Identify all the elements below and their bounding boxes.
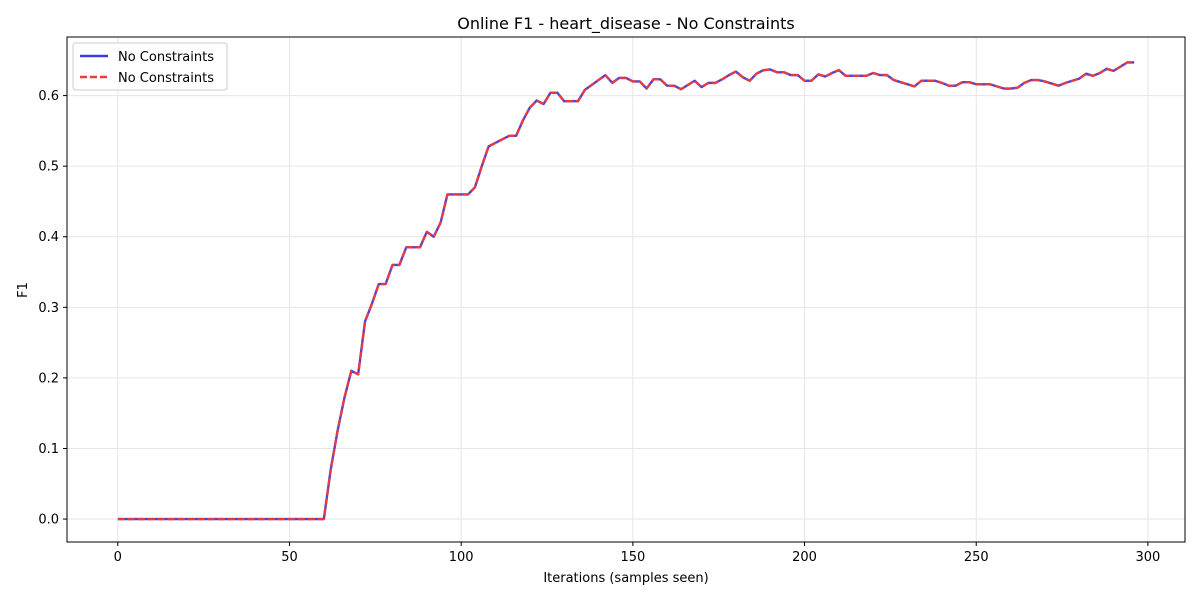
- y-tick-label: 0.4: [38, 230, 59, 245]
- y-tick-label: 0.0: [38, 513, 59, 528]
- legend-label-2: No Constraints: [118, 71, 214, 86]
- y-tick-label: 0.3: [38, 301, 59, 316]
- y-tick-label: 0.1: [38, 442, 59, 457]
- y-tick-label: 0.6: [38, 89, 59, 104]
- y-tick-label: 0.2: [38, 371, 59, 386]
- y-tick-label: 0.5: [38, 160, 59, 175]
- chart-title: Online F1 - heart_disease - No Constrain…: [457, 14, 795, 34]
- legend: No Constraints No Constraints: [72, 42, 228, 91]
- y-axis-label: F1: [16, 282, 31, 298]
- x-tick-label: 150: [620, 550, 645, 565]
- x-tick-label: 0: [114, 550, 122, 565]
- legend-box: [72, 42, 228, 91]
- series-line-2: [117, 61, 1135, 521]
- legend-label-1: No Constraints: [118, 50, 214, 65]
- x-tick-label: 250: [964, 550, 989, 565]
- plot-frame: [66, 36, 1186, 543]
- x-tick-label: 50: [281, 550, 298, 565]
- axis-ticks: 0 50 100 150 200 250 300 0.0 0.1 0.2 0.3 0.4 0.5 0.6: [38, 89, 1160, 565]
- x-axis-label: Iterations (samples seen): [543, 571, 708, 586]
- x-tick-label: 300: [1136, 550, 1161, 565]
- series-lines: [117, 61, 1135, 521]
- x-tick-label: 100: [449, 550, 474, 565]
- x-tick-label: 200: [792, 550, 817, 565]
